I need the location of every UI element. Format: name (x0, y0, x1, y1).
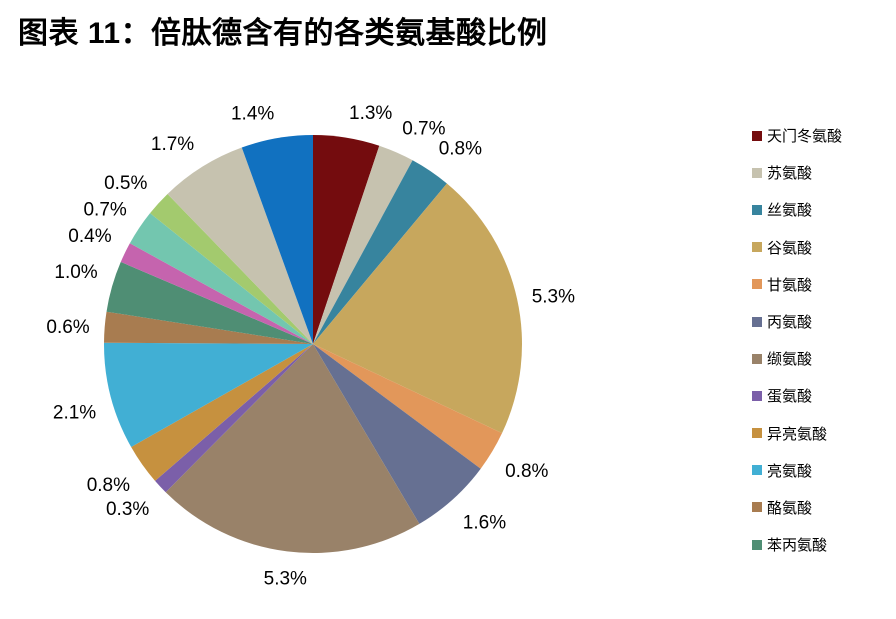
slice-percent-label: 0.5% (104, 173, 147, 194)
legend-label: 缬氨酸 (767, 351, 813, 369)
legend-swatch (752, 167, 762, 178)
legend-label: 苯丙氨酸 (767, 537, 828, 555)
pie-slice-13 (120, 243, 313, 344)
pie-slice-7 (165, 344, 420, 554)
legend-item: 异亮氨酸 (752, 415, 842, 452)
pie-slice-4 (313, 183, 522, 434)
legend-swatch (752, 279, 762, 290)
legend-label: 丙氨酸 (767, 314, 813, 332)
slice-percent-label: 5.3% (264, 568, 307, 589)
legend-swatch (752, 204, 762, 215)
slice-percent-label: 0.8% (87, 475, 130, 496)
legend-item: 酪氨酸 (752, 489, 842, 526)
pie-slice-16 (167, 147, 313, 344)
pie-slice-3 (313, 160, 447, 344)
pie-slice-9 (131, 344, 313, 481)
legend-swatch (752, 242, 762, 253)
chart-title: 图表 11：倍肽德含有的各类氨基酸比例 (18, 17, 548, 50)
legend-swatch (752, 539, 762, 550)
slice-percent-label: 1.4% (231, 103, 274, 124)
legend-item: 亮氨酸 (752, 452, 842, 489)
legend-label: 丝氨酸 (767, 202, 813, 220)
pie-slice-5 (313, 344, 503, 469)
pie-slice-10 (103, 342, 313, 447)
legend-label: 蛋氨酸 (767, 388, 813, 406)
slice-percent-label: 1.3% (349, 103, 392, 124)
legend-item: 天门冬氨酸 (752, 117, 842, 154)
legend-item: 甘氨酸 (752, 266, 842, 303)
slice-percent-label: 0.7% (402, 119, 445, 140)
slice-percent-label: 2.1% (53, 402, 96, 423)
pie-slice-2 (313, 145, 413, 344)
slice-percent-label: 0.4% (68, 226, 111, 247)
legend-item: 苯丙氨酸 (752, 526, 842, 563)
legend-swatch (752, 316, 762, 327)
legend-item: 谷氨酸 (752, 229, 842, 266)
slice-percent-label: 1.0% (54, 262, 97, 283)
legend-swatch (752, 353, 762, 364)
slice-percent-label: 0.6% (46, 317, 89, 338)
legend-item: 苏氨酸 (752, 154, 842, 191)
pie-slice-12 (106, 261, 313, 344)
slice-percent-label: 0.3% (106, 499, 149, 520)
pie-slice-15 (150, 193, 313, 344)
slice-percent-label: 1.6% (463, 513, 506, 534)
pie-slice-6 (313, 344, 481, 524)
pie-slice-1 (313, 135, 380, 344)
chart-legend: 天门冬氨酸苏氨酸丝氨酸谷氨酸甘氨酸丙氨酸缬氨酸蛋氨酸异亮氨酸亮氨酸酪氨酸苯丙氨酸 (752, 117, 842, 563)
slice-percent-label: 0.8% (439, 139, 482, 160)
pie-slice-11 (104, 311, 313, 344)
legend-item: 蛋氨酸 (752, 377, 842, 414)
legend-item: 缬氨酸 (752, 340, 842, 377)
legend-swatch (752, 502, 762, 513)
slice-percent-label: 0.7% (83, 199, 126, 220)
legend-item: 丝氨酸 (752, 191, 842, 228)
legend-swatch (752, 130, 762, 141)
legend-label: 甘氨酸 (767, 276, 813, 294)
legend-swatch (752, 465, 762, 476)
legend-label: 亮氨酸 (767, 462, 813, 480)
legend-swatch (752, 390, 762, 401)
slice-percent-label: 1.7% (151, 134, 194, 155)
legend-label: 天门冬氨酸 (767, 128, 843, 146)
legend-label: 异亮氨酸 (767, 425, 828, 443)
pie-slice-14 (129, 213, 313, 344)
legend-label: 苏氨酸 (767, 165, 813, 183)
slice-percent-label: 5.3% (532, 287, 575, 308)
slice-percent-label: 0.8% (505, 461, 548, 482)
pie-slice-17 (241, 135, 313, 344)
legend-item: 丙氨酸 (752, 303, 842, 340)
legend-label: 酪氨酸 (767, 499, 813, 517)
legend-label: 谷氨酸 (767, 239, 813, 257)
legend-swatch (752, 428, 762, 439)
pie-slice-8 (155, 344, 313, 493)
